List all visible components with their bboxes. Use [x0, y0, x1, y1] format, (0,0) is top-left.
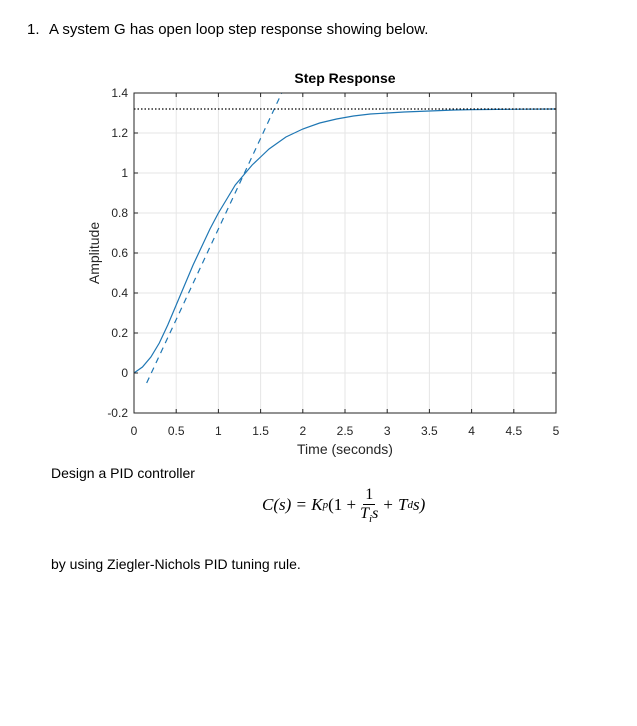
x-tick-label: 1.5 [252, 424, 269, 438]
question-number: 1. [27, 21, 40, 38]
formula-frac-denominator: Tis [358, 505, 380, 525]
x-tick-label: 4.5 [505, 424, 522, 438]
question-body: A system G has open loop step response s… [49, 21, 429, 38]
y-tick-label: 0.6 [111, 246, 128, 260]
formula-frac-s: s [372, 504, 379, 522]
y-tick-label: 0 [121, 366, 128, 380]
y-tick-label: -0.2 [107, 406, 128, 420]
y-axis-label: Amplitude [86, 222, 102, 284]
rule-instruction: by using Ziegler-Nichols PID tuning rule… [51, 556, 301, 572]
question-text: 1. A system G has open loop step response… [27, 21, 428, 38]
formula-ti-sub: i [369, 512, 373, 525]
y-tick-label: 1.4 [111, 86, 128, 100]
y-tick-label: 0.2 [111, 326, 128, 340]
x-tick-label: 0 [131, 424, 138, 438]
formula-ti: T [360, 504, 369, 522]
formula-open: (1 + [328, 495, 357, 515]
formula-td: + T [382, 495, 408, 515]
x-tick-label: 2 [299, 424, 306, 438]
formula-fraction: 1 Tis [358, 486, 380, 525]
x-tick-label: 0.5 [168, 424, 185, 438]
y-tick-label: 1 [121, 166, 128, 180]
formula-close: s) [412, 495, 426, 515]
step-response-line [134, 108, 556, 374]
step-response-chart: 0 0.5 1 1.5 2 2.5 3 3.5 4 4.5 5 -0.2 0 0.2 0.4 0.6 0.8 1 1… [86, 70, 560, 457]
grid-layer [133, 92, 557, 414]
x-tick-label: 3 [384, 424, 391, 438]
x-tick-label: 1 [215, 424, 222, 438]
step-response-svg: 0 0.5 1 1.5 2 2.5 3 3.5 4 4.5 5-0.200.20.40.60.811… [86, 70, 560, 457]
y-tick-label: 1.2 [111, 126, 128, 140]
tick-layer: 0 0.5 1 1.5 2 2.5 3 3.5 4 4.5 5-0.200.20.40.60.811… [107, 86, 559, 438]
formula-td-sub: d [407, 499, 413, 512]
x-tick-label: 2.5 [337, 424, 354, 438]
design-instruction: Design a PID controller [51, 465, 195, 481]
y-tick-label: 0.8 [111, 206, 128, 220]
tangent-line [146, 93, 283, 384]
x-tick-label: 4 [468, 424, 475, 438]
y-tick-label: 0.4 [111, 286, 128, 300]
x-tick-label: 3.5 [421, 424, 438, 438]
formula-kp-sub: p [322, 499, 329, 512]
chart-title: Step Response [294, 70, 395, 86]
x-tick-label: 5 [553, 424, 560, 438]
formula-lhs: C(s) = K [262, 495, 323, 515]
series-layer [134, 93, 556, 384]
formula-frac-numerator: 1 [363, 486, 376, 505]
x-axis-label: Time (seconds) [297, 441, 393, 457]
